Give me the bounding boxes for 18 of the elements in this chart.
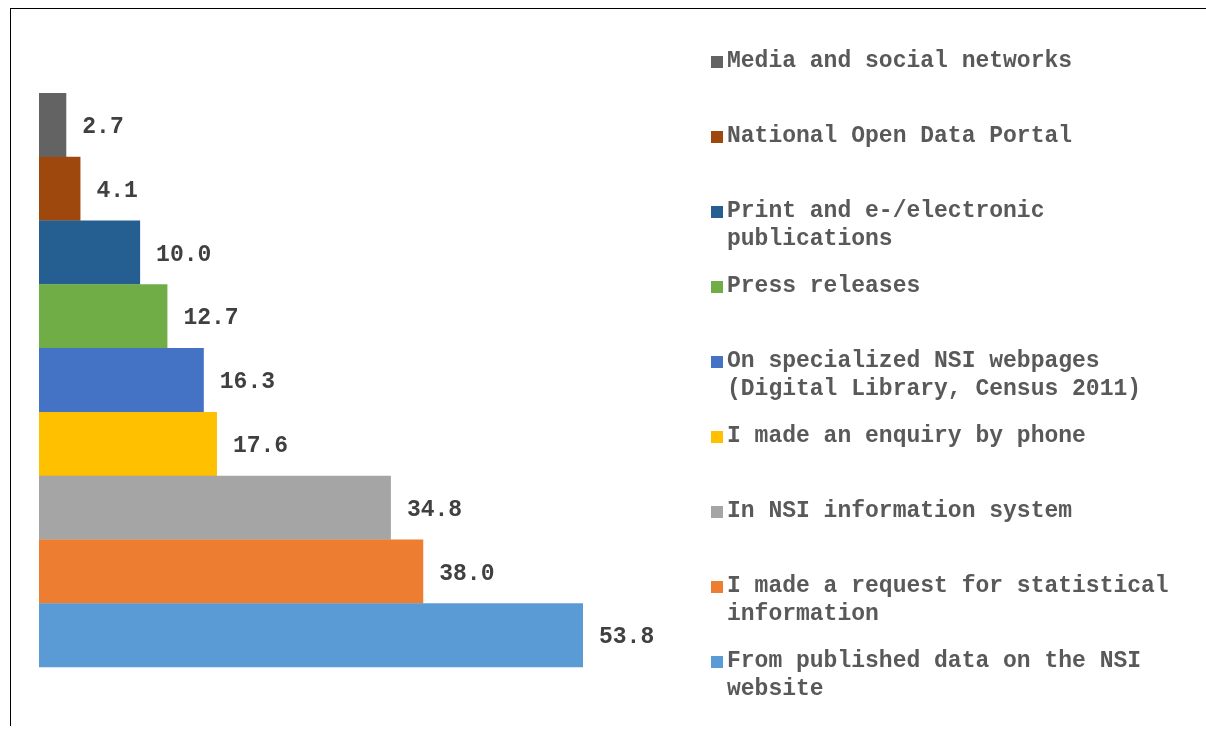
data-label: 38.0 <box>439 560 495 587</box>
data-label: 2.7 <box>82 114 124 141</box>
legend-label: In NSI information system <box>727 497 1073 525</box>
legend-label: Press releases <box>727 272 921 300</box>
legend-label: Media and social networks <box>727 47 1073 75</box>
legend-label: On specialized NSI webpages (Digital Library, Census 2011) <box>727 347 1143 403</box>
data-label: 4.1 <box>96 177 138 204</box>
legend-label: I made an enquiry by phone <box>727 422 1086 450</box>
data-label: 16.3 <box>219 369 276 396</box>
data-label: 12.7 <box>183 305 239 332</box>
data-label: 10.0 <box>156 241 212 268</box>
data-label: 53.8 <box>599 624 655 651</box>
data-label: 34.8 <box>406 496 463 523</box>
data-label: 17.6 <box>232 433 289 460</box>
legend-label: I made a request for statistical information <box>727 572 1170 628</box>
legend-label: Print and e-/electronic publications <box>727 197 1046 253</box>
legend-label: From published data on the NSI website <box>727 647 1143 703</box>
legend-label: National Open Data Portal <box>727 122 1073 150</box>
